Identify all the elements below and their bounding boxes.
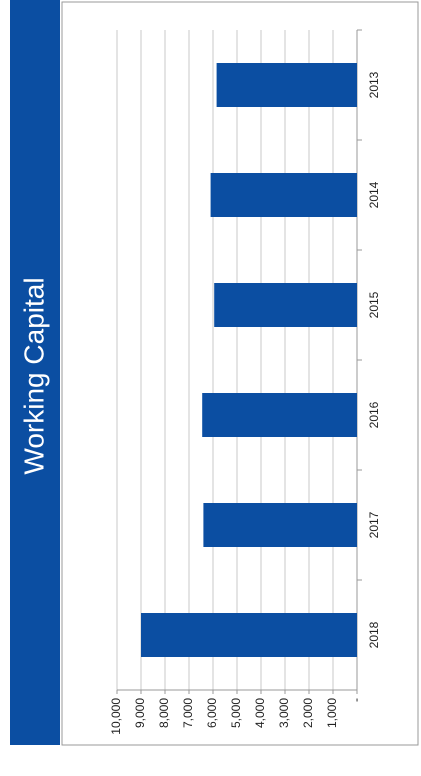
bar bbox=[202, 393, 357, 437]
y-tick-label: 4,000 bbox=[253, 698, 267, 728]
bar bbox=[203, 503, 357, 547]
y-tick-label: 6,000 bbox=[205, 698, 219, 728]
chart-title: Working Capital bbox=[18, 277, 49, 474]
bar bbox=[210, 173, 357, 217]
bar bbox=[214, 283, 357, 327]
title-band bbox=[10, 0, 60, 745]
y-tick-label: 2,000 bbox=[301, 698, 315, 728]
x-tick-label: 2016 bbox=[367, 401, 381, 428]
x-tick-label: 2013 bbox=[367, 71, 381, 98]
y-tick-label: 10,000 bbox=[109, 698, 123, 735]
y-tick-label: - bbox=[349, 698, 363, 702]
chart-frame bbox=[61, 1, 419, 746]
y-tick-label: 5,000 bbox=[229, 698, 243, 728]
bar bbox=[141, 613, 357, 657]
y-tick-label: 7,000 bbox=[181, 698, 195, 728]
y-tick-label: 1,000 bbox=[325, 698, 339, 728]
rotated-chart: Working Capital - 1,000 2,000 3,000 4,000 5,0… bbox=[10, 0, 419, 746]
bar bbox=[216, 63, 357, 107]
y-tick-label: 3,000 bbox=[277, 698, 291, 728]
y-tick-label: 9,000 bbox=[133, 698, 147, 728]
x-tick-label: 2017 bbox=[367, 511, 381, 538]
y-tick-label: 8,000 bbox=[157, 698, 171, 728]
x-tick-label: 2018 bbox=[367, 621, 381, 648]
x-tick-label: 2015 bbox=[367, 291, 381, 318]
x-tick-label: 2014 bbox=[367, 181, 381, 208]
